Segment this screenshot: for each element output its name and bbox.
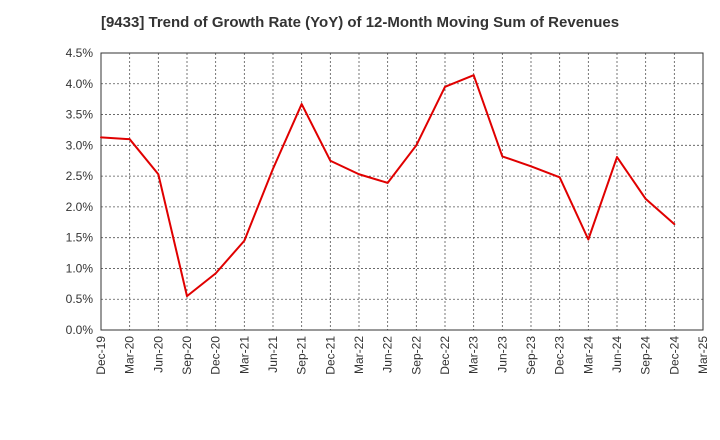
y-tick-label: 2.0% [66,200,94,214]
x-tick-label: Mar-20 [123,336,137,374]
x-tick-label: Dec-23 [553,336,567,375]
x-tick-label: Jun-23 [495,336,509,373]
y-tick-label: 3.5% [66,108,94,122]
x-tick-label: Sep-21 [295,336,309,375]
x-tick-label: Sep-23 [524,336,538,375]
x-tick-label: Dec-22 [438,336,452,375]
plot-border [100,52,704,331]
y-tick-label: 1.5% [66,231,94,245]
x-tick-label: Mar-25 [696,336,710,374]
x-tick-label: Dec-24 [667,336,681,375]
x-tick-label: Mar-23 [467,336,481,374]
x-tick-label: Mar-24 [581,336,595,374]
y-tick-label: 1.0% [66,261,94,275]
x-tick-label: Jun-20 [151,336,165,373]
x-tick-label: Jun-24 [610,336,624,373]
y-tick-label: 4.0% [66,77,94,91]
x-tick-label: Jun-22 [381,336,395,373]
plot-area [101,53,703,330]
x-tick-label: Jun-21 [266,336,280,373]
y-tick-label: 2.5% [66,169,94,183]
x-tick-label: Sep-20 [180,336,194,375]
x-tick-label: Sep-24 [639,336,653,375]
x-tick-label: Mar-22 [352,336,366,374]
x-tick-label: Dec-20 [209,336,223,375]
x-tick-label: Dec-19 [94,336,108,375]
y-tick-label: 0.5% [66,292,94,306]
x-tick-label: Sep-22 [409,336,423,375]
y-tick-label: 4.5% [66,46,94,60]
y-tick-label: 0.0% [66,323,94,337]
x-tick-label: Mar-21 [237,336,251,374]
x-tick-label: Dec-21 [323,336,337,375]
series-line [100,74,676,298]
y-tick-label: 3.0% [66,138,94,152]
chart-title: [9433] Trend of Growth Rate (YoY) of 12-… [100,14,620,31]
